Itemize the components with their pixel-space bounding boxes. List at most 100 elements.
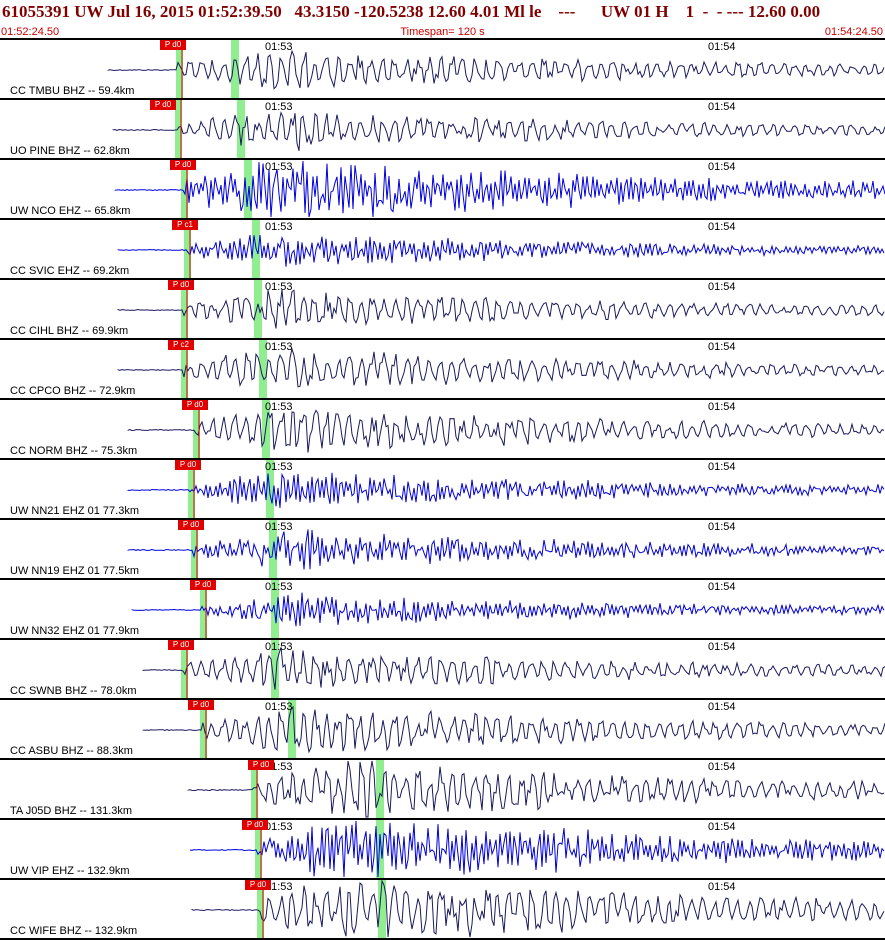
- s-window-marker: [376, 760, 384, 818]
- p-pick-label[interactable]: P d0: [178, 520, 204, 530]
- p-pick-label[interactable]: P c1: [172, 220, 198, 230]
- trace-canvas: [117, 280, 885, 338]
- station-label: UW VIP EHZ -- 132.9km: [10, 865, 130, 877]
- time-tick-label: 01:53: [265, 641, 293, 653]
- waveform-line: [187, 760, 885, 818]
- p-window-marker: [181, 340, 188, 398]
- p-pick-label[interactable]: P d0: [175, 460, 201, 470]
- trace-panel: 01:53 01:54 P c1 CC SVIC EHZ -- 69.2km: [0, 220, 885, 280]
- time-tick-label: 01:53: [265, 701, 293, 713]
- waveform-line: [127, 472, 885, 508]
- station-label: UW NN32 EHZ 01 77.9km: [10, 625, 139, 637]
- trace-canvas: [114, 160, 885, 218]
- station-label: UW NN21 EHZ 01 77.3km: [10, 505, 139, 517]
- trace-panel: 01:53 01:54 P d0 CC NORM BHZ -- 75.3km: [0, 400, 885, 460]
- p-pick-label[interactable]: P d0: [182, 400, 208, 410]
- time-tick-label: 01:54: [708, 341, 736, 353]
- time-tick-label: 01:54: [708, 161, 736, 173]
- s-window-marker: [271, 640, 279, 698]
- s-window-marker: [259, 340, 267, 398]
- trace-panel: 01:53 01:54 P d0 CC CIHL BHZ -- 69.9km: [0, 280, 885, 340]
- s-window-marker: [288, 700, 296, 758]
- trace-panel: 01:53 01:54 P d0 UW NCO EHZ -- 65.8km: [0, 160, 885, 220]
- timespan-label: Timespan= 120 s: [400, 26, 485, 38]
- end-time-label: 01:54:24.50: [824, 26, 883, 38]
- waveform-line: [127, 529, 885, 570]
- start-time-label: 01:52:24.50: [1, 26, 60, 38]
- p-window-marker: [257, 880, 264, 938]
- station-label: CC CPCO BHZ -- 72.9km: [10, 385, 136, 397]
- p-pick-label[interactable]: P d0: [242, 820, 268, 830]
- trace-panel: 01:53 01:54 P d0 UW VIP EHZ -- 132.9km: [0, 820, 885, 880]
- s-window-marker: [254, 280, 262, 338]
- p-pick-label[interactable]: P d0: [248, 760, 274, 770]
- p-window-marker: [175, 100, 182, 158]
- trace-panel: 01:53 01:54 P d0 UW NN19 EHZ 01 77.5km: [0, 520, 885, 580]
- event-header: 61055391 UW Jul 16, 2015 01:52:39.50 43.…: [0, 0, 885, 38]
- p-pick-label[interactable]: P d0: [188, 700, 214, 710]
- s-window-marker: [376, 820, 384, 878]
- time-tick-label: 01:53: [265, 521, 293, 533]
- time-tick-label: 01:54: [708, 461, 736, 473]
- time-tick-label: 01:54: [708, 641, 736, 653]
- p-window-marker: [251, 760, 258, 818]
- time-tick-label: 01:54: [708, 701, 736, 713]
- p-pick-label[interactable]: P d0: [190, 580, 216, 590]
- s-window-marker: [244, 160, 252, 218]
- station-label: UW NCO EHZ -- 65.8km: [10, 205, 131, 217]
- p-pick-label[interactable]: P d0: [170, 160, 196, 170]
- time-tick-label: 01:54: [708, 221, 736, 233]
- p-pick-label[interactable]: P c2: [168, 340, 194, 350]
- waveform-line: [117, 347, 885, 388]
- time-tick-label: 01:53: [265, 41, 293, 53]
- s-window-marker: [266, 460, 274, 518]
- station-label: CC SWNB BHZ -- 78.0km: [10, 685, 137, 697]
- time-tick-label: 01:54: [708, 41, 736, 53]
- time-tick-label: 01:54: [708, 401, 736, 413]
- p-pick-label[interactable]: P d0: [160, 40, 186, 50]
- p-pick-label[interactable]: P d0: [150, 100, 176, 110]
- time-tick-label: 01:53: [265, 881, 293, 893]
- station-label: CC TMBU BHZ -- 59.4km: [10, 85, 135, 97]
- p-window-marker: [200, 700, 207, 758]
- p-pick-label[interactable]: P d0: [168, 280, 194, 290]
- p-pick-label[interactable]: P d0: [245, 880, 271, 890]
- waveform-line: [112, 111, 885, 151]
- s-window-marker: [271, 580, 279, 638]
- trace-canvas: [117, 220, 885, 278]
- waveform-line: [117, 289, 885, 329]
- time-tick-label: 01:53: [265, 161, 293, 173]
- time-tick-label: 01:54: [708, 881, 736, 893]
- trace-canvas: [112, 100, 885, 158]
- waveform-line: [107, 49, 885, 90]
- station-label: CC SVIC EHZ -- 69.2km: [10, 265, 130, 277]
- trace-panel: 01:53 01:54 P d0 UW NN21 EHZ 01 77.3km: [0, 460, 885, 520]
- station-label: CC WIFE BHZ -- 132.9km: [10, 925, 138, 937]
- time-tick-label: 01:53: [265, 101, 293, 113]
- time-tick-label: 01:53: [265, 341, 293, 353]
- waveform-line: [131, 592, 885, 627]
- header-divider: [0, 38, 885, 40]
- trace-panel: 01:53 01:54 P d0 UO PINE BHZ -- 62.8km: [0, 100, 885, 160]
- station-label: CC ASBU BHZ -- 88.3km: [10, 745, 133, 757]
- p-window-marker: [181, 160, 188, 218]
- time-tick-label: 01:53: [265, 281, 293, 293]
- trace-panel: 01:53 01:54 P d0 CC SWNB BHZ -- 78.0km: [0, 640, 885, 700]
- waveform-line: [114, 161, 885, 218]
- p-window-marker: [188, 460, 195, 518]
- p-window-marker: [176, 40, 183, 98]
- seismogram-traces: 01:53 01:54 P d0 CC TMBU BHZ -- 59.4km 01:53…: [0, 40, 885, 940]
- p-window-marker: [181, 640, 188, 698]
- s-window-marker: [237, 100, 245, 158]
- time-tick-label: 01:53: [265, 581, 293, 593]
- station-label: UO PINE BHZ -- 62.8km: [10, 145, 130, 157]
- p-pick-label[interactable]: P d0: [168, 640, 194, 650]
- trace-panel: 01:53 01:54 P d0 CC ASBU BHZ -- 88.3km: [0, 700, 885, 760]
- p-window-marker: [184, 220, 191, 278]
- time-tick-label: 01:53: [265, 221, 293, 233]
- time-tick-label: 01:54: [708, 281, 736, 293]
- waveform-line: [117, 235, 885, 267]
- waveform-line: [142, 647, 885, 690]
- time-tick-label: 01:53: [265, 461, 293, 473]
- trace-panel: 01:53 01:54 P c2 CC CPCO BHZ -- 72.9km: [0, 340, 885, 400]
